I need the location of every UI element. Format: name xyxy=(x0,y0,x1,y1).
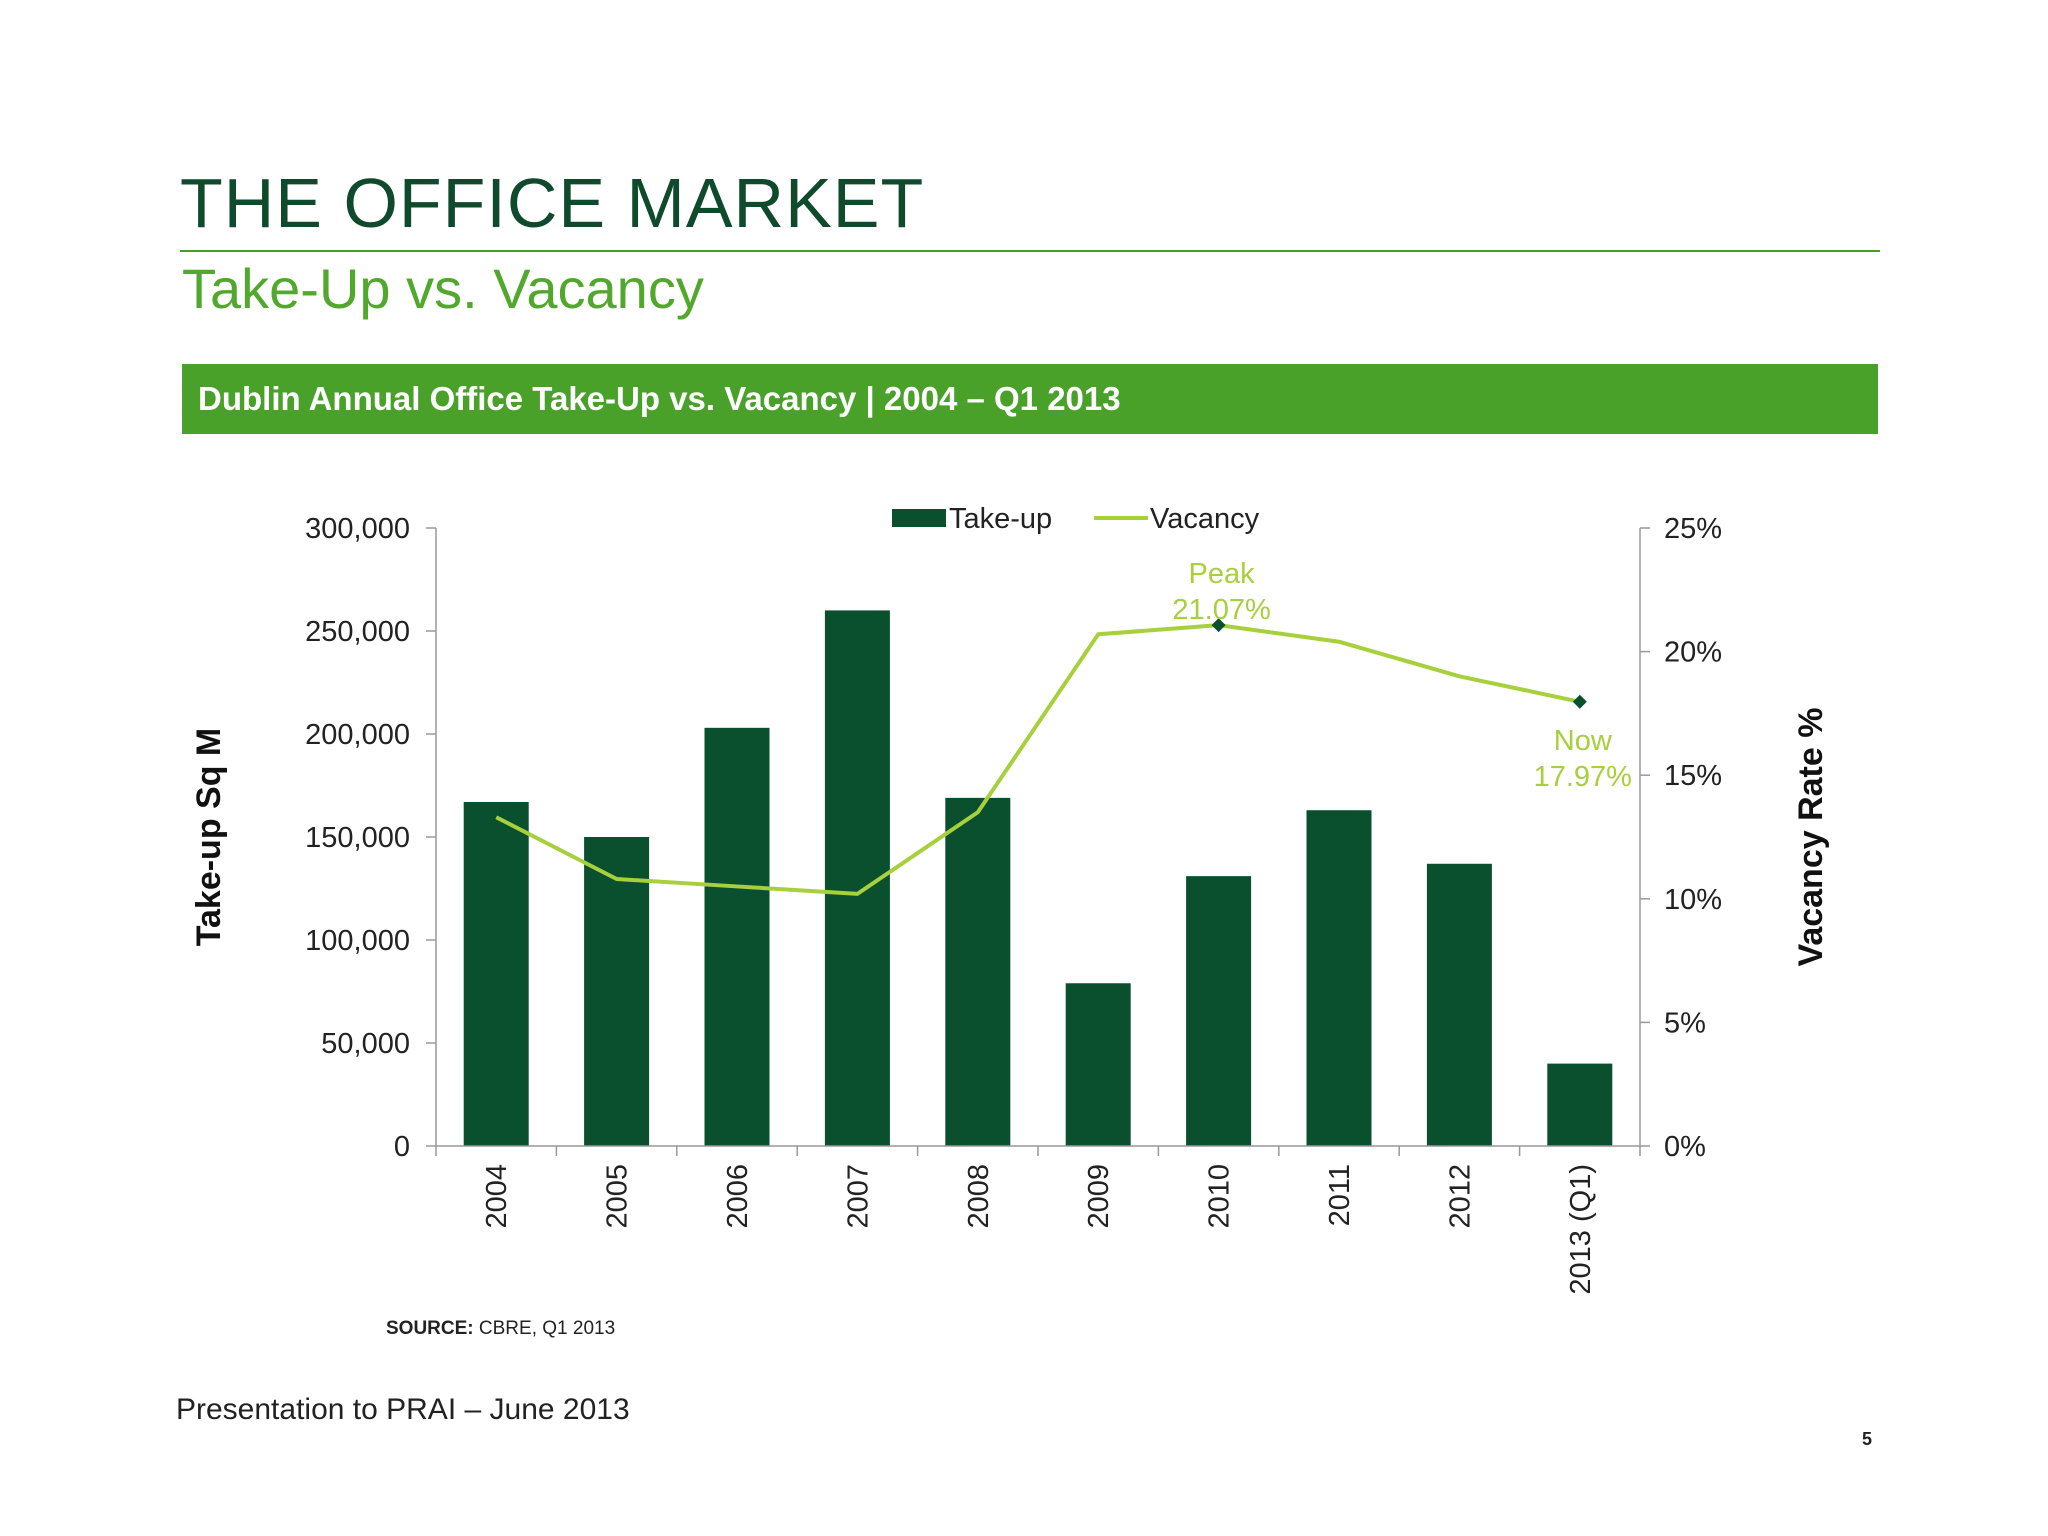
annotation-label: Now xyxy=(1554,725,1613,757)
left-tick-label: 300,000 xyxy=(305,513,410,545)
x-tick-label: 2004 xyxy=(481,1164,513,1229)
bar-2006 xyxy=(704,727,770,1146)
right-tick-label: 25% xyxy=(1664,513,1722,545)
left-tick-label: 100,000 xyxy=(305,925,410,957)
vacancy-marker xyxy=(1211,618,1226,633)
chart-banner-text: Dublin Annual Office Take-Up vs. Vacancy… xyxy=(198,380,1121,417)
annotation-value: 21.07% xyxy=(1172,594,1270,626)
vacancy-marker xyxy=(1572,694,1587,709)
right-tick-label: 10% xyxy=(1664,884,1722,916)
left-tick-label: 0 xyxy=(394,1131,410,1163)
x-tick-label: 2011 xyxy=(1324,1164,1356,1226)
left-tick-label: 50,000 xyxy=(321,1028,410,1060)
chart-banner: Dublin Annual Office Take-Up vs. Vacancy… xyxy=(182,364,1878,434)
x-tick-label: 2005 xyxy=(602,1164,634,1229)
slide-subtitle: Take-Up vs. Vacancy xyxy=(182,257,704,320)
right-tick-label: 5% xyxy=(1664,1007,1706,1039)
legend-label-take-up: Take-up xyxy=(949,503,1052,535)
right-tick-label: 20% xyxy=(1664,637,1722,669)
bar-2004 xyxy=(463,801,529,1146)
bar-2011 xyxy=(1306,810,1372,1146)
bar-2008 xyxy=(945,797,1011,1146)
annotation-label: Peak xyxy=(1189,558,1256,590)
x-tick-label: 2009 xyxy=(1083,1164,1115,1229)
bar-2009 xyxy=(1065,983,1131,1146)
x-tick-label: 2013 (Q1) xyxy=(1565,1164,1597,1295)
y2-axis-title: Vacancy Rate % xyxy=(1792,708,1830,967)
presentation-footer: Presentation to PRAI – June 2013 xyxy=(176,1393,630,1426)
left-tick-label: 250,000 xyxy=(305,616,410,648)
x-tick-label: 2007 xyxy=(842,1164,874,1229)
left-tick-label: 200,000 xyxy=(305,719,410,751)
bar-2005 xyxy=(584,837,650,1146)
vacancy-line xyxy=(495,623,1581,896)
annotation-value: 17.97% xyxy=(1534,761,1632,793)
x-tick-label: 2008 xyxy=(963,1164,995,1229)
source-note: SOURCE: CBRE, Q1 2013 xyxy=(386,1318,615,1340)
legend-label-vacancy: Vacancy xyxy=(1150,503,1260,535)
bar-2012 xyxy=(1426,863,1492,1146)
x-tick-label: 2010 xyxy=(1204,1164,1236,1229)
bar-2013-q1- xyxy=(1547,1063,1613,1146)
page-number: 5 xyxy=(1862,1429,1873,1449)
y-axis-title: Take-up Sq M xyxy=(190,728,228,947)
right-tick-label: 0% xyxy=(1664,1131,1706,1163)
title-divider xyxy=(180,250,1880,252)
slide-title: THE OFFICE MARKET xyxy=(180,164,925,242)
bar-2010 xyxy=(1186,876,1252,1146)
legend-swatch-take-up xyxy=(892,509,946,527)
source-text: CBRE, Q1 2013 xyxy=(473,1318,616,1339)
source-label: SOURCE: xyxy=(386,1318,474,1339)
x-tick-label: 2006 xyxy=(722,1164,754,1229)
left-tick-label: 150,000 xyxy=(305,822,410,854)
x-tick-label: 2012 xyxy=(1444,1164,1476,1229)
right-tick-label: 15% xyxy=(1664,760,1722,792)
